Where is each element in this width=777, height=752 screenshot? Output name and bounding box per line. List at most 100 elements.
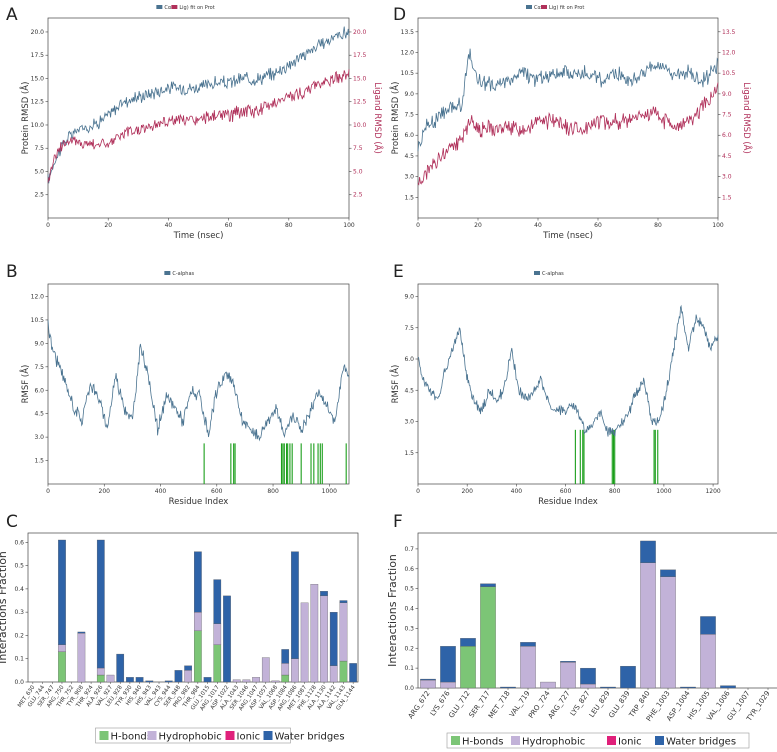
right-y-tick-label: 2.5: [353, 192, 363, 199]
x-tick-label: 0: [416, 488, 420, 495]
legend-swatch-ligand: [171, 5, 178, 9]
y-axis-label: RMSF (Å): [389, 365, 401, 404]
water-bridge-bar: [660, 569, 676, 577]
legend-label-ionic: Ionic: [618, 737, 642, 748]
water-bridge-bar: [194, 551, 202, 613]
y-tick-label: 1.5: [404, 450, 414, 457]
category-label: ARG_672: [407, 690, 432, 721]
hydrophobic-bar: [281, 663, 290, 676]
hydrophobic-bar: [310, 584, 319, 683]
legend-label-ligand: Lig) fit on Prot: [549, 5, 584, 11]
water-bridge-bar: [77, 631, 86, 634]
hbond-bar: [96, 674, 105, 683]
water-bridge-bar: [460, 638, 476, 647]
right-y-axis-label: Ligand RMSD (Å): [372, 82, 384, 154]
hydrophobic-bar: [242, 679, 251, 683]
x-tick-label: 800: [267, 488, 279, 495]
y-tick-label: 0.4: [404, 606, 414, 613]
y-tick-label: 0.0: [404, 685, 414, 692]
y-tick-label: 9.0: [34, 340, 44, 347]
legend-swatch-water-bridge: [263, 731, 273, 740]
y-tick-label: 15.0: [31, 75, 45, 82]
y-tick-label: 7.5: [404, 325, 414, 332]
water-bridge-bar: [720, 685, 736, 689]
hydrophobic-bar: [271, 680, 280, 683]
hydrophobic-bar: [77, 632, 86, 683]
x-tick-label: 200: [461, 488, 473, 495]
hbond-bar: [480, 586, 496, 689]
y-tick-label: 0.2: [404, 645, 414, 652]
water-bridge-bar: [135, 677, 144, 683]
water-bridge-bar: [580, 667, 596, 685]
right-y-tick-label: 3.0: [722, 174, 732, 181]
water-bridge-bar: [329, 612, 338, 666]
legend-box: [95, 727, 291, 744]
ligand-series-line: [47, 69, 350, 183]
legend-label-hydrophobic: Hydrophobic: [522, 737, 585, 748]
hbond-bar: [281, 674, 290, 683]
hydrophobic-bar: [700, 634, 716, 689]
hydrophobic-bar: [184, 670, 192, 683]
y-tick-label: 0.3: [14, 609, 24, 616]
rmsf-chart-e: 0 200 400 600 800 1000 1200 1.5 3.0 4.5 6.0 7.5 9.0 R…: [389, 271, 721, 507]
hbond-bar: [213, 644, 222, 683]
y-axis-label: Protein RMSD (Å): [389, 82, 401, 155]
panel-label-a: A: [6, 5, 18, 25]
y-tick-label: 17.5: [31, 52, 45, 59]
legend-label-calphas: C-alphas: [542, 271, 564, 277]
y-tick-label: 0.2: [14, 632, 24, 639]
y-tick-label: 20.0: [31, 29, 45, 36]
hydrophobic-bar: [252, 677, 260, 683]
x-tick-label: 600: [211, 488, 223, 495]
protein-series-line: [47, 319, 350, 442]
water-bridge-bar: [600, 686, 616, 689]
hydrophobic-bar: [96, 667, 105, 676]
panel-label-d: D: [393, 5, 406, 25]
y-axis-label: Protein RMSD (Å): [19, 82, 31, 155]
water-bridge-bar: [174, 670, 183, 683]
water-bridge-bar: [213, 579, 222, 624]
plot-frame: [417, 17, 719, 219]
hydrophobic-bar: [420, 679, 436, 689]
legend-label-water-bridge: Water bridges: [275, 732, 345, 743]
legend-swatch-hydrophobic: [511, 736, 520, 745]
x-tick-label: 100: [712, 222, 724, 229]
interactions-chart-f: ARG_672LYS_676GLU_712SER_717MET_718VAL_7…: [386, 532, 777, 749]
y-tick-label: 6.0: [34, 387, 44, 394]
y-tick-label: 3.0: [404, 419, 414, 426]
right-y-axis-label: Ligand RMSD (Å): [741, 82, 753, 154]
y-tick-label: 0.7: [404, 546, 414, 553]
panel-label-b: B: [6, 262, 18, 282]
x-tick-label: 1000: [322, 488, 337, 495]
x-tick-label: 80: [654, 222, 662, 229]
y-axis-label: RMSF (Å): [19, 365, 31, 404]
panel-label-f: F: [393, 512, 403, 532]
x-tick-label: 400: [155, 488, 167, 495]
water-bridge-bar: [640, 540, 656, 563]
legend-swatch-calphas: [534, 271, 540, 275]
water-bridge-bar: [145, 680, 154, 683]
hydrophobic-bar: [339, 602, 348, 662]
hydrophobic-bar: [440, 681, 456, 689]
legend-label-protein: Cα: [164, 5, 171, 11]
water-bridge-bar: [291, 551, 299, 659]
y-tick-label: 4.5: [34, 411, 44, 418]
right-y-tick-label: 10.0: [353, 122, 367, 129]
y-tick-label: 10.0: [31, 122, 45, 129]
legend-swatch-hydrophobic: [147, 731, 157, 740]
y-tick-label: 6.0: [404, 356, 414, 363]
y-tick-label: 9.0: [404, 294, 414, 301]
rmsd-chart-a: 0 20 40 60 80 100 2.5 5.0 7.5 10.0 12.5 15.0 17.5 20.…: [19, 5, 384, 241]
water-bridge-bar: [223, 595, 231, 683]
hydrophobic-bar: [540, 681, 556, 689]
water-bridge-bar: [58, 539, 66, 645]
protein-series-line: [47, 26, 350, 184]
x-axis-label: Residue Index: [169, 497, 229, 507]
water-bridge-bar: [520, 642, 536, 647]
legend-swatch-protein: [156, 5, 163, 9]
y-tick-label: 4.5: [404, 387, 414, 394]
hydrophobic-bar: [261, 657, 270, 683]
legend-swatch-hbond: [99, 731, 109, 740]
y-tick-label: 12.0: [31, 294, 45, 301]
plot-frame: [417, 532, 777, 689]
